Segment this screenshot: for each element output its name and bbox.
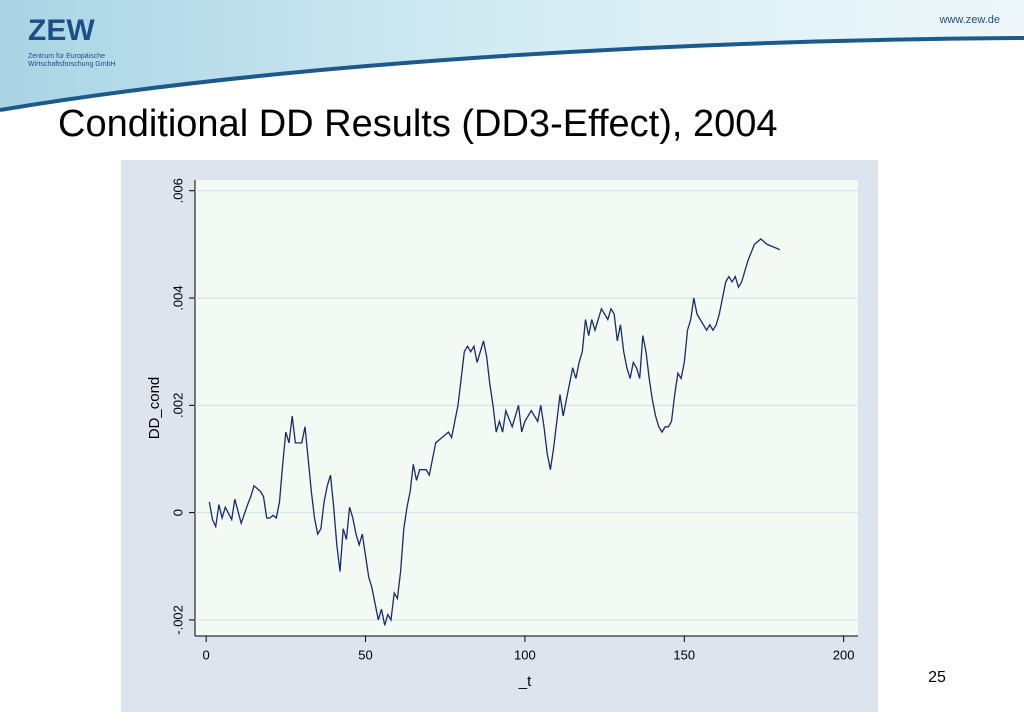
x-tick-label: 0 — [203, 647, 210, 662]
x-axis-label: _t — [518, 673, 532, 690]
y-tick-label: .006 — [170, 178, 185, 203]
logo: ZEW — [28, 14, 95, 47]
header-swoosh — [0, 36, 1024, 112]
plot-area — [195, 180, 858, 636]
data-line — [208, 238, 781, 626]
url: www.zew.de — [938, 14, 1000, 26]
x-tick-label: 50 — [358, 647, 372, 662]
logo-line: Zentrum für Europäische — [28, 53, 105, 60]
page-number: 25 — [928, 669, 946, 686]
slide-title: Conditional DD Results (DD3-Effect), 200… — [58, 103, 778, 145]
y-tick-label: 0 — [170, 509, 185, 516]
y-tick-label: -.002 — [170, 605, 185, 635]
x-tick-label: 150 — [673, 647, 695, 662]
y-tick-label: .004 — [170, 285, 185, 310]
x-tick-label: 200 — [833, 647, 855, 662]
logo-line: Wirtschaftsforschung GmbH — [28, 61, 116, 68]
x-tick-label: 100 — [514, 647, 536, 662]
y-tick-label: .002 — [170, 393, 185, 418]
y-axis-label: DD_cond — [146, 377, 163, 440]
